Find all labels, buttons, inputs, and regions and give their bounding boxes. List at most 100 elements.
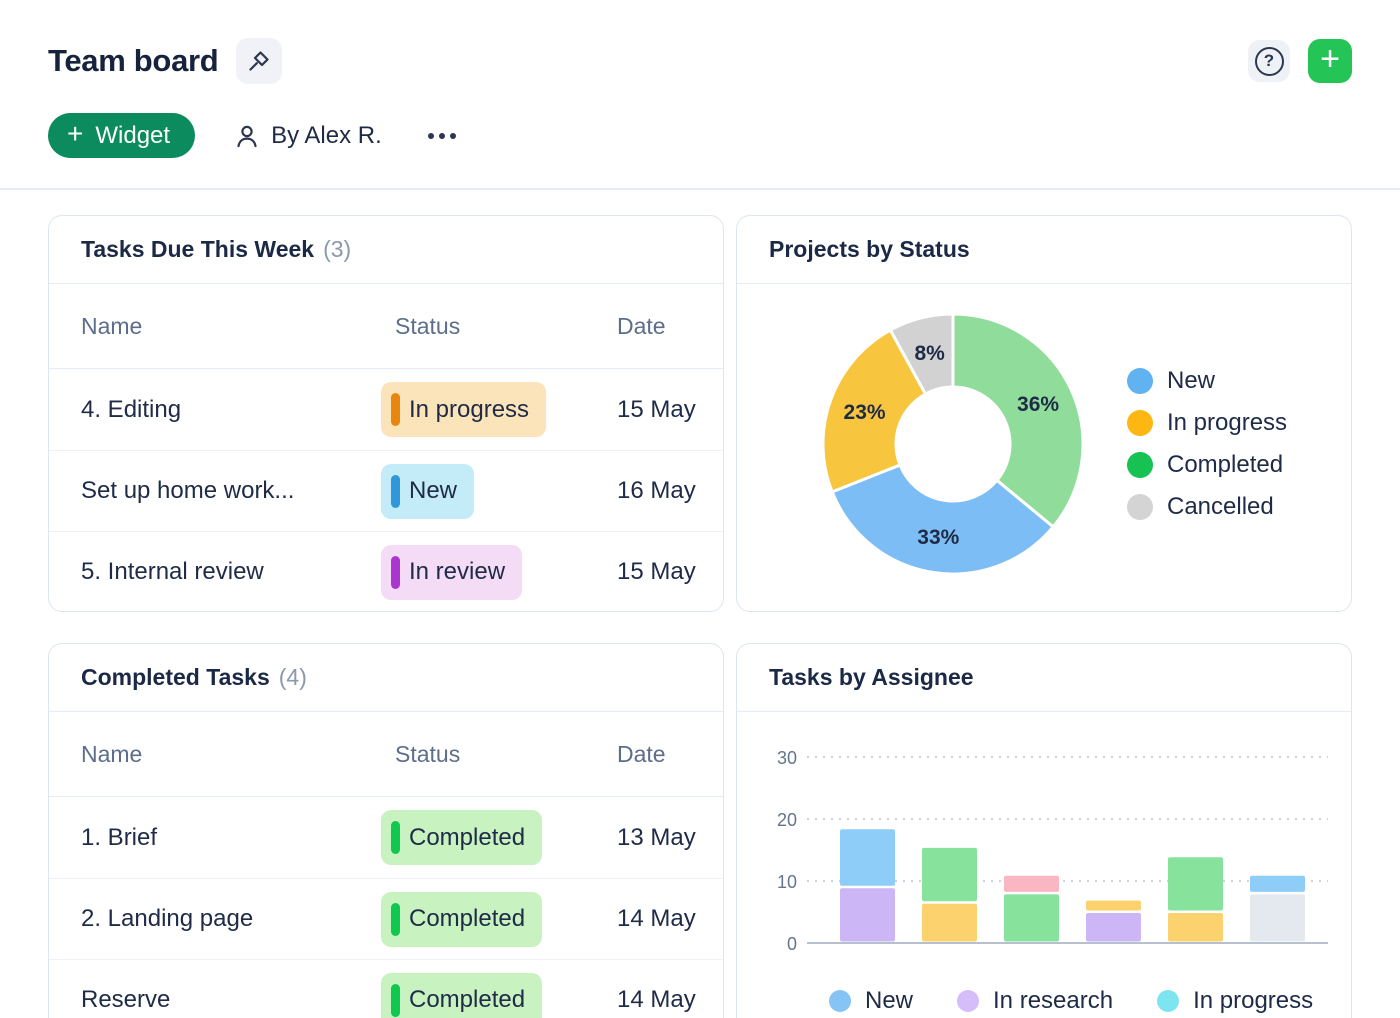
donut-chart: 36% 33% 23% 8% New In progress Completed Cance… — [737, 284, 1351, 608]
legend-item: Completed — [1127, 451, 1287, 479]
card-count: (3) — [323, 236, 352, 262]
card-title: Tasks by Assignee — [769, 664, 974, 690]
status-label: Completed — [409, 986, 526, 1013]
table-row[interactable]: Reserve Completed 14 May — [49, 959, 723, 1018]
author-byline[interactable]: By Alex R. — [233, 122, 382, 150]
bar-chart: 30 20 10 0 New In research In progress — [737, 712, 1351, 1015]
table-row[interactable]: Set up home work... New 16 May — [49, 450, 723, 531]
table-body: 4. Editing In progress 15 May Set up home w… — [49, 369, 723, 611]
table-row[interactable]: 2. Landing page Completed 14 May — [49, 878, 723, 959]
slice-value-label: 23% — [844, 401, 886, 424]
bar-segment — [1168, 913, 1223, 942]
task-name: Reserve — [81, 986, 171, 1013]
status-label: In progress — [409, 395, 530, 423]
table-header: Name Status Date — [49, 284, 723, 369]
task-date: 15 May — [617, 395, 696, 423]
card-title: Tasks Due This Week — [81, 236, 315, 262]
legend-label: New — [1167, 367, 1216, 394]
plus-icon: + — [1320, 40, 1340, 78]
page-title: Team board — [48, 43, 219, 78]
status-bar-icon — [391, 393, 400, 426]
table-row[interactable]: 1. Brief Completed 13 May — [49, 797, 723, 878]
status-badge: Completed — [381, 891, 543, 947]
task-status-cell: New — [381, 463, 617, 519]
task-name: 5. Internal review — [81, 558, 264, 585]
legend-dot-icon — [829, 990, 851, 1012]
status-badge: New — [381, 463, 475, 519]
status-bar-icon — [391, 555, 400, 589]
donut-slice — [951, 312, 1085, 529]
table-row[interactable]: 5. Internal review In review 15 May — [49, 531, 723, 611]
slice-value-label: 33% — [917, 526, 959, 549]
legend-label: Cancelled — [1167, 493, 1274, 520]
pin-icon — [246, 48, 272, 74]
task-name: Set up home work... — [81, 477, 295, 504]
dashboard-grid: Tasks Due This Week (3) Name Status Date… — [0, 215, 1400, 1018]
y-axis-tick-label: 10 — [777, 872, 797, 892]
status-label: Completed — [409, 823, 526, 851]
table-row[interactable]: 4. Editing In progress 15 May — [49, 369, 723, 450]
legend-dot-icon — [1157, 990, 1180, 1012]
projects-by-status-card: Projects by Status 36% 33% 23% 8% New In pro… — [736, 215, 1352, 612]
pin-button[interactable] — [236, 38, 283, 84]
legend-item: In research — [957, 987, 1113, 1015]
task-name: 4. Editing — [81, 395, 182, 423]
legend-label: In progress — [1193, 987, 1314, 1014]
bar-segment — [840, 829, 895, 886]
task-status-cell: Completed — [381, 972, 617, 1018]
legend-dot-icon — [1127, 368, 1153, 394]
add-button[interactable]: + — [1308, 39, 1352, 83]
bar-segment — [1168, 857, 1223, 911]
more-menu-button[interactable] — [420, 125, 464, 147]
donut-svg: 36% 33% 23% 8% — [821, 312, 1085, 576]
table-body: 1. Brief Completed 13 May 2. Landing page Co… — [49, 797, 723, 1018]
card-title: Projects by Status — [769, 236, 970, 262]
ellipsis-icon — [427, 132, 434, 139]
status-label: In review — [409, 558, 506, 585]
bar-legend: New In research In progress — [829, 987, 1339, 1015]
bar-segment — [1086, 913, 1141, 942]
topbar: Team board ? + + Widget — [0, 0, 1400, 190]
widget-button-label: Widget — [95, 121, 171, 149]
bar-segment — [922, 903, 977, 942]
donut-legend: New In progress Completed Cancelled — [1127, 367, 1287, 521]
question-icon: ? — [1254, 46, 1284, 76]
card-header: Tasks Due This Week (3) — [49, 216, 723, 284]
legend-dot-icon — [1127, 410, 1153, 436]
status-label: New — [409, 477, 458, 504]
legend-item: In progress — [1127, 409, 1287, 437]
author-label: By Alex R. — [271, 121, 382, 149]
donut-slice — [888, 312, 955, 396]
legend-label: In research — [993, 987, 1114, 1014]
status-badge: Completed — [381, 972, 543, 1018]
task-status-cell: Completed — [381, 810, 617, 865]
legend-dot-icon — [1127, 452, 1153, 478]
status-bar-icon — [391, 821, 400, 854]
slice-value-label: 36% — [1017, 393, 1059, 416]
donut-slice — [821, 328, 928, 494]
card-header: Completed Tasks (4) — [49, 644, 723, 712]
tasks-due-card: Tasks Due This Week (3) Name Status Date… — [48, 215, 724, 612]
y-axis-tick-label: 20 — [777, 810, 797, 830]
table-header: Name Status Date — [49, 712, 723, 797]
status-badge: In review — [381, 544, 523, 600]
task-status-cell: In review — [381, 544, 617, 600]
status-label: Completed — [409, 905, 526, 932]
bar-segment — [1250, 875, 1305, 892]
legend-label: In progress — [1167, 409, 1288, 436]
legend-item: Cancelled — [1127, 493, 1287, 521]
task-date: 15 May — [617, 558, 696, 585]
legend-item: New — [1127, 367, 1287, 395]
card-header: Projects by Status — [737, 216, 1351, 284]
bar-segment — [1004, 875, 1059, 892]
add-widget-button[interactable]: + Widget — [48, 113, 196, 158]
status-bar-icon — [391, 983, 400, 1017]
status-bar-icon — [391, 474, 400, 508]
legend-label: Completed — [1167, 451, 1284, 478]
task-date: 16 May — [617, 477, 696, 504]
legend-item: New — [829, 987, 913, 1015]
donut-slice — [830, 463, 1055, 576]
help-button[interactable]: ? — [1248, 40, 1290, 82]
bar-segment — [840, 888, 895, 942]
task-status-cell: Completed — [381, 891, 617, 947]
